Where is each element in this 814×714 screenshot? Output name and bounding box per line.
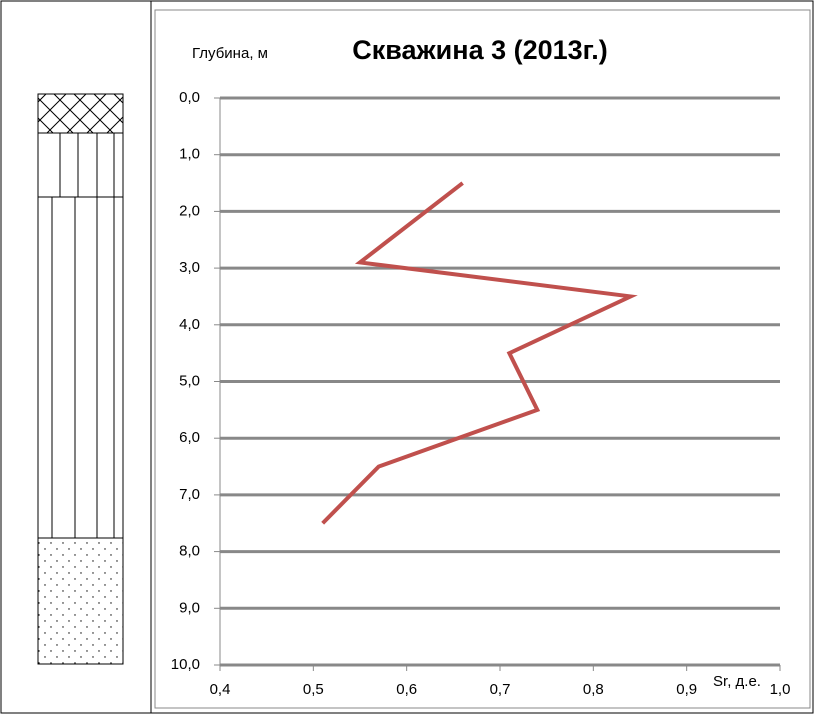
x-tick-label: 0,7 (490, 681, 511, 698)
y-tick-label: 1,0 (179, 146, 200, 163)
x-axis-label: Sr, д.е. (713, 673, 761, 690)
y-axis-label: Глубина, м (192, 45, 268, 62)
y-tick-label: 7,0 (179, 486, 200, 503)
lithology-column (37, 93, 124, 665)
x-tick-label: 0,5 (303, 681, 324, 698)
y-tick-label: 0,0 (179, 89, 200, 106)
y-tick-label: 6,0 (179, 429, 200, 446)
y-tick-label: 3,0 (179, 259, 200, 276)
y-tick-label: 4,0 (179, 316, 200, 333)
x-tick-label: 1,0 (770, 681, 791, 698)
y-tick-label: 8,0 (179, 543, 200, 560)
y-tick-label: 10,0 (171, 656, 200, 673)
y-tick-label: 2,0 (179, 202, 200, 219)
chart-title: Скважина 3 (2013г.) (352, 35, 607, 65)
y-tick-label: 5,0 (179, 372, 200, 389)
x-tick-label: 0,9 (676, 681, 697, 698)
chart-border (154, 9, 811, 709)
data-line (321, 181, 638, 525)
x-tick-label: 0,8 (583, 681, 604, 698)
x-tick-label: 0,6 (396, 681, 417, 698)
x-tick-label: 0,4 (210, 681, 231, 698)
y-tick-label: 9,0 (179, 599, 200, 616)
